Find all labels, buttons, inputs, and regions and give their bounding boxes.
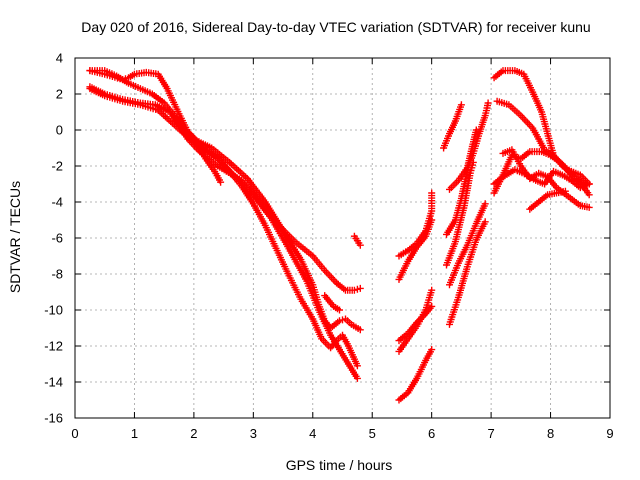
series-track-1 [86,67,364,334]
x-tick-label: 8 [547,426,554,441]
series-marker-path [86,67,364,334]
y-tick-label: 0 [56,123,63,138]
x-tick-label: 6 [428,426,435,441]
series-track-11 [395,302,436,345]
series-marker-path [350,232,364,249]
y-axis-label: SDTVAR / TECUs [7,181,23,293]
x-tick-label: 9 [606,426,613,441]
y-tick-label: -12 [44,339,63,354]
y-tick-label: -4 [51,195,63,210]
x-tick-label: 5 [369,426,376,441]
x-tick-label: 2 [190,426,197,441]
series-track-13 [440,101,465,152]
series-marker-path [443,158,477,269]
y-tick-label: -8 [51,267,63,282]
series-marker-path [395,346,436,404]
series-marker-path [446,200,489,289]
series-marker-path [440,101,465,152]
axis-ticks: 0 1 2 3 4 5 6 7 8 9 -16 -14 -12 -10 -8 -6 -4 -2 0 2 4 [44,51,613,442]
series-track-12 [395,346,436,404]
x-tick-label: 7 [487,426,494,441]
series-track-6 [350,232,364,249]
y-tick-label: -2 [51,159,63,174]
series-track-18 [446,200,489,289]
series-track-24 [526,187,569,213]
x-tick-label: 3 [250,426,257,441]
series-marker-path [86,83,364,294]
y-tick-label: -14 [44,375,63,390]
y-tick-label: -16 [44,411,63,426]
x-tick-label: 1 [131,426,138,441]
series-track-17 [446,218,489,328]
series-track-4 [86,83,364,294]
series-marker-path [395,302,436,345]
series-marker-path [395,216,436,283]
series-marker-path [446,126,480,193]
x-axis-label: GPS time / hours [286,457,393,473]
series-track-2 [86,67,225,186]
y-tick-label: 2 [56,87,63,102]
series-track-15 [446,126,480,193]
x-tick-label: 0 [71,426,78,441]
series-marker-path [526,187,569,213]
series-marker-path [86,67,225,186]
y-tick-label: -6 [51,231,63,246]
x-tick-label: 4 [309,426,316,441]
series-marker-path [181,126,361,370]
data-marks [86,67,593,404]
series-marker-path [446,218,489,328]
y-tick-label: -10 [44,303,63,318]
series-track-16 [443,158,477,269]
plot-frame [74,57,611,419]
chart-title: Day 020 of 2016, Sidereal Day-to-day VTE… [81,19,590,35]
series-marker-path [321,292,343,314]
series-track-7 [321,292,343,314]
series-track-9 [395,216,436,283]
series-track-5 [181,126,361,370]
y-tick-label: 4 [56,51,63,66]
